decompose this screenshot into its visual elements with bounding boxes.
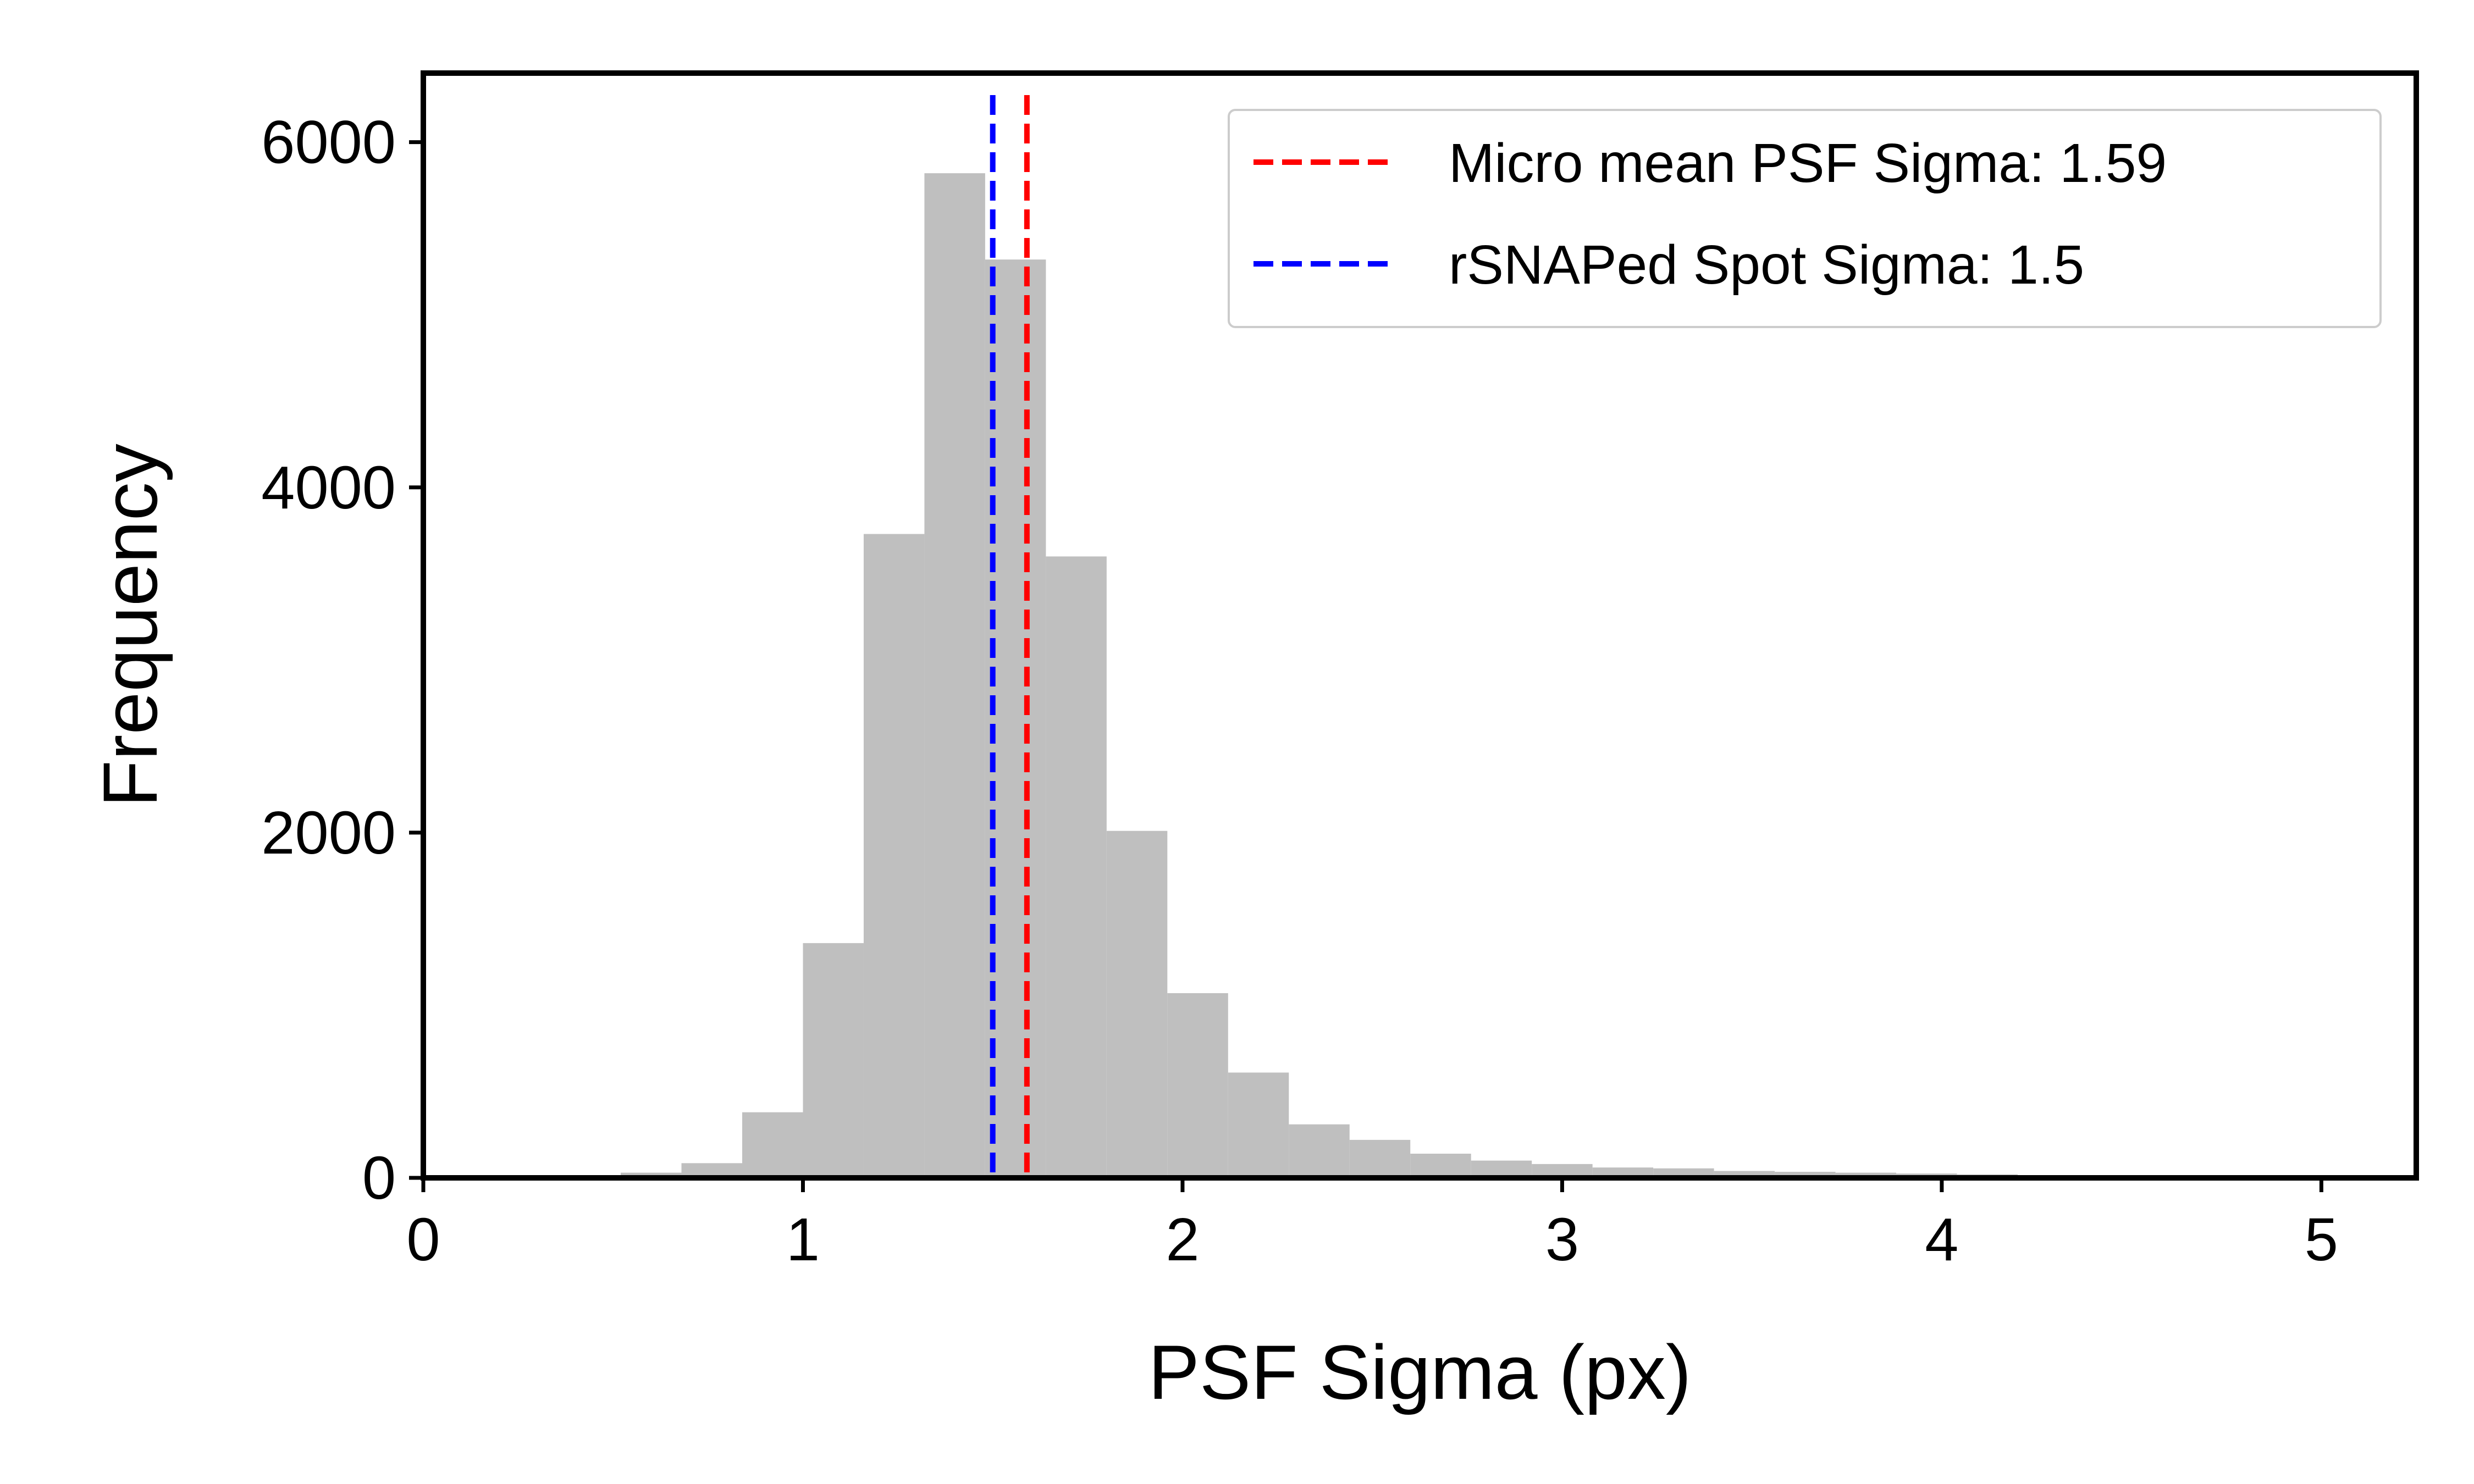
- y-tick-label: 6000: [261, 109, 396, 176]
- histogram-bar-12: [1228, 1072, 1289, 1178]
- x-tick-label: 5: [2305, 1206, 2338, 1273]
- x-axis-label: PSF Sigma (px): [1148, 1329, 1692, 1415]
- histogram-bar-14: [1349, 1139, 1411, 1178]
- y-axis-label: Frequency: [87, 444, 173, 807]
- x-tick-label: 3: [1545, 1206, 1579, 1273]
- x-tick-label: 4: [1925, 1206, 1958, 1273]
- legend-label-micro-mean: Micro mean PSF Sigma: 1.59: [1449, 132, 2167, 194]
- histogram-bars: [499, 173, 2322, 1178]
- histogram-bar-6: [863, 534, 925, 1178]
- histogram-bar-10: [1106, 830, 1168, 1178]
- histogram-bar-13: [1289, 1124, 1350, 1178]
- legend-label-rsnaped-spot: rSNAPed Spot Sigma: 1.5: [1449, 234, 2084, 296]
- reference-lines: [990, 95, 1030, 1178]
- x-axis-ticks: 0 1 2 3 4 5: [406, 1178, 2338, 1273]
- y-tick-label: 0: [362, 1144, 396, 1212]
- plot-frame: [421, 70, 2419, 1181]
- x-tick-label: 1: [786, 1206, 820, 1273]
- histogram-bar-21: [1775, 1172, 1836, 1178]
- legend-box: [1228, 109, 2382, 328]
- histogram-bar-11: [1167, 993, 1228, 1178]
- y-tick-label: 4000: [261, 454, 396, 522]
- histogram-bar-5: [803, 943, 864, 1178]
- histogram-bar-9: [1046, 556, 1107, 1178]
- histogram-bar-16: [1471, 1160, 1532, 1178]
- x-tick-label: 0: [406, 1206, 440, 1273]
- histogram-bar-15: [1410, 1154, 1471, 1178]
- x-tick-label: 2: [1166, 1206, 1199, 1273]
- y-tick-label: 2000: [261, 799, 396, 867]
- y-axis-ticks: 0 2000 4000 6000: [261, 109, 423, 1212]
- histogram-bar-4: [742, 1112, 803, 1178]
- histogram-bar-7: [924, 173, 985, 1178]
- legend: Micro mean PSF Sigma: 1.59 rSNAPed Spot …: [1228, 109, 2382, 328]
